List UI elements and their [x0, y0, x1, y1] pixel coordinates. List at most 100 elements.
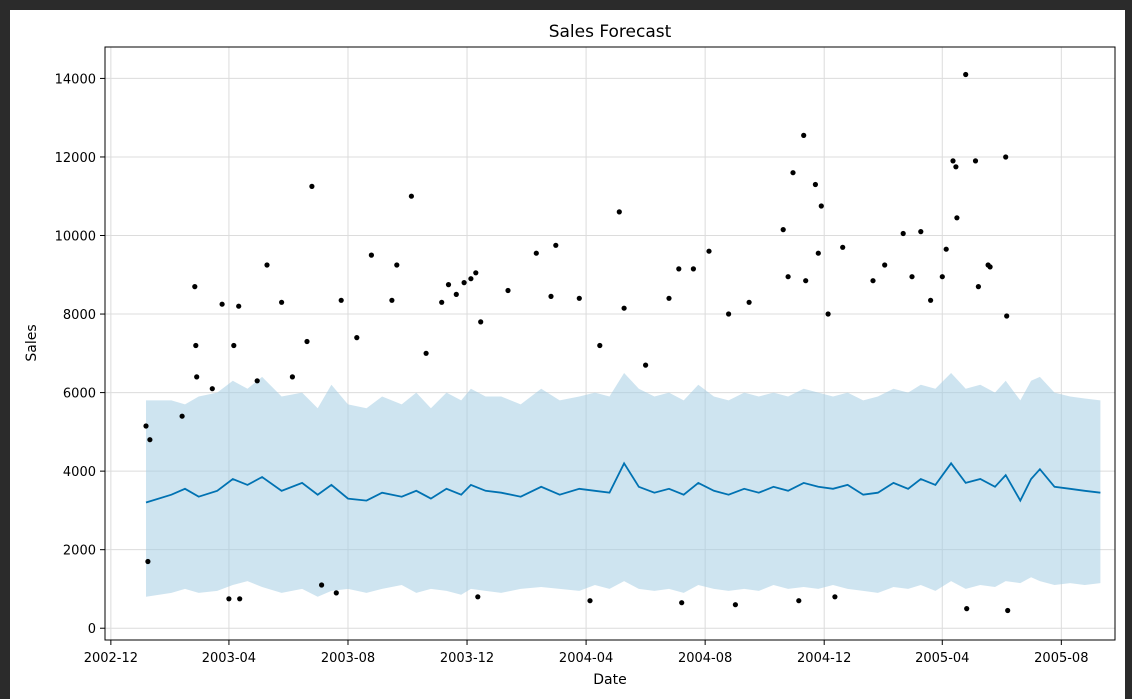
observation-point	[468, 276, 474, 282]
observation-point	[780, 227, 786, 233]
observation-point	[231, 342, 237, 349]
observation-point	[666, 295, 672, 301]
observation-point	[445, 282, 452, 288]
observation-point	[950, 158, 956, 164]
observation-point	[1005, 607, 1011, 614]
x-tick-label: 2005-08	[1034, 651, 1088, 666]
observation-point	[964, 606, 970, 612]
observation-point	[354, 335, 360, 341]
observation-point	[803, 278, 809, 284]
observation-point	[746, 299, 752, 305]
observation-point	[553, 242, 559, 248]
x-tick-label: 2003-04	[202, 651, 256, 666]
observation-point	[473, 270, 479, 276]
observation-point	[145, 558, 151, 565]
x-axis-label: Date	[593, 672, 626, 688]
observation-point	[790, 170, 796, 176]
observation-point	[461, 280, 467, 286]
observation-point	[254, 378, 260, 384]
observation-point	[192, 284, 198, 290]
observation-point	[237, 596, 243, 602]
observation-point	[825, 311, 831, 317]
observation-point	[548, 293, 554, 299]
observation-point	[289, 374, 295, 380]
y-tick-label: 4000	[63, 465, 96, 480]
observation-point	[963, 71, 969, 78]
observation-point	[679, 600, 685, 606]
y-tick-label: 10000	[55, 230, 96, 245]
observation-point	[616, 209, 622, 215]
observation-point	[143, 423, 149, 429]
observation-point	[587, 598, 593, 604]
observation-point	[179, 413, 185, 419]
observation-point	[785, 274, 791, 280]
observation-point	[943, 246, 949, 252]
observation-point	[818, 203, 824, 209]
observation-point	[394, 262, 400, 268]
observation-point	[194, 374, 200, 380]
observation-point	[279, 299, 285, 305]
x-tick-label: 2004-04	[559, 651, 613, 666]
x-tick-label: 2004-12	[797, 651, 851, 666]
plot-frame	[104, 46, 1116, 641]
observation-point	[226, 596, 232, 602]
observation-point	[368, 252, 374, 258]
observation-point	[832, 594, 838, 600]
observation-point	[870, 278, 876, 284]
y-tick-label: 6000	[63, 387, 96, 402]
observation-point	[972, 158, 979, 164]
observation-point	[423, 350, 429, 356]
observation-point	[987, 264, 993, 270]
y-tick-label: 2000	[63, 544, 96, 559]
observation-point	[209, 386, 215, 392]
observation-point	[953, 164, 959, 170]
observation-point	[643, 362, 649, 368]
observation-point	[193, 342, 199, 349]
observation-point	[796, 598, 802, 604]
observation-point	[439, 299, 445, 305]
observation-point	[533, 250, 539, 256]
chart-title: Sales Forecast	[549, 22, 672, 42]
observation-point	[1003, 154, 1009, 160]
x-tick-label: 2003-08	[321, 651, 375, 666]
x-tick-label: 2002-12	[84, 651, 138, 666]
observation-point	[319, 582, 325, 588]
observation-points	[143, 71, 1011, 614]
observation-point	[219, 301, 225, 307]
observation-point	[840, 244, 846, 250]
figure: 0 2000 4000 6000 8000 10000 12000 14000 2002-12 2…	[10, 10, 1125, 699]
x-tick-label: 2003-12	[440, 651, 494, 666]
observation-point	[236, 303, 242, 309]
observation-point	[453, 291, 459, 297]
observation-point	[900, 230, 906, 237]
observation-point	[690, 266, 697, 272]
observation-point	[1004, 313, 1010, 319]
observation-point	[597, 342, 603, 349]
y-tick-label: 12000	[55, 151, 96, 166]
observation-point	[918, 229, 924, 235]
observation-point	[408, 193, 414, 199]
y-axis-label: Sales	[24, 324, 40, 361]
axis-ticks: 0 2000 4000 6000 8000 10000 12000 14000 2002-12 2…	[55, 72, 1089, 666]
observation-point	[975, 284, 982, 290]
observation-point	[333, 590, 339, 596]
observation-point	[576, 295, 582, 301]
uncertainty-band	[146, 373, 1101, 597]
observation-point	[812, 181, 819, 188]
observation-point	[954, 215, 960, 221]
sales-forecast-chart: 0 2000 4000 6000 8000 10000 12000 14000 2002-12 2…	[24, 22, 1116, 688]
observation-point	[732, 602, 739, 608]
y-tick-label: 14000	[55, 72, 96, 87]
x-tick-label: 2004-08	[678, 651, 732, 666]
observation-point	[264, 262, 270, 268]
observation-point	[882, 262, 888, 268]
forecast-line	[145, 461, 1101, 504]
observation-point	[909, 274, 915, 280]
observation-point	[676, 266, 682, 272]
observation-point	[389, 297, 395, 303]
observation-point	[706, 248, 712, 254]
observation-point	[304, 338, 310, 345]
observation-point	[475, 594, 481, 600]
x-tick-label: 2005-04	[915, 651, 969, 666]
observation-point	[147, 437, 153, 443]
